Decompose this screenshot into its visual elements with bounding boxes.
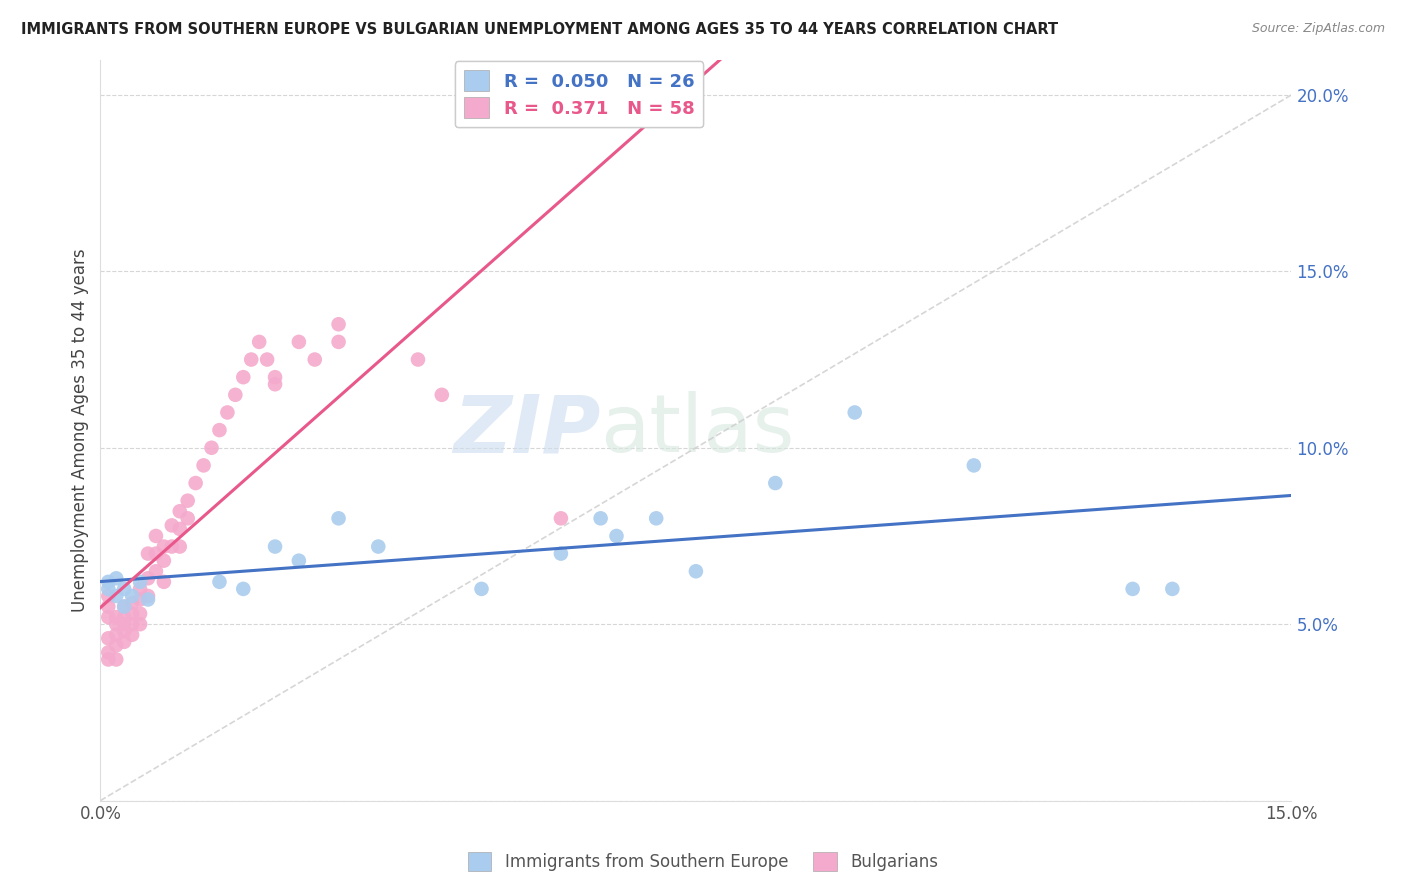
- Point: [105, 628, 128, 642]
- Point: [232, 370, 254, 384]
- Point: [184, 476, 207, 491]
- Point: [112, 610, 135, 624]
- Point: [112, 599, 135, 614]
- Point: [256, 352, 278, 367]
- Point: [193, 458, 215, 473]
- Point: [430, 388, 453, 402]
- Point: [121, 628, 143, 642]
- Point: [328, 318, 350, 332]
- Point: [112, 635, 135, 649]
- Point: [145, 564, 167, 578]
- Point: [763, 476, 786, 491]
- Point: [169, 522, 191, 536]
- Point: [685, 564, 707, 578]
- Point: [406, 352, 429, 367]
- Point: [136, 592, 159, 607]
- Point: [97, 652, 120, 666]
- Point: [328, 334, 350, 349]
- Point: [169, 504, 191, 518]
- Y-axis label: Unemployment Among Ages 35 to 44 years: Unemployment Among Ages 35 to 44 years: [72, 248, 89, 612]
- Point: [240, 352, 263, 367]
- Text: IMMIGRANTS FROM SOUTHERN EUROPE VS BULGARIAN UNEMPLOYMENT AMONG AGES 35 TO 44 YE: IMMIGRANTS FROM SOUTHERN EUROPE VS BULGA…: [21, 22, 1059, 37]
- Point: [105, 610, 128, 624]
- Point: [105, 571, 128, 585]
- Point: [112, 582, 135, 596]
- Point: [1161, 582, 1184, 596]
- Point: [105, 617, 128, 632]
- Point: [288, 554, 311, 568]
- Point: [550, 511, 572, 525]
- Point: [217, 405, 239, 419]
- Point: [105, 638, 128, 652]
- Point: [97, 610, 120, 624]
- Point: [605, 529, 627, 543]
- Point: [589, 511, 612, 525]
- Point: [288, 334, 311, 349]
- Point: [145, 529, 167, 543]
- Point: [1122, 582, 1144, 596]
- Point: [97, 582, 120, 596]
- Point: [105, 589, 128, 603]
- Point: [97, 645, 120, 659]
- Point: [145, 547, 167, 561]
- Point: [136, 571, 159, 585]
- Point: [112, 617, 135, 632]
- Point: [97, 589, 120, 603]
- Point: [105, 652, 128, 666]
- Point: [304, 352, 326, 367]
- Point: [176, 493, 198, 508]
- Point: [160, 540, 183, 554]
- Text: ZIP: ZIP: [453, 391, 600, 469]
- Point: [176, 511, 198, 525]
- Point: [550, 547, 572, 561]
- Point: [129, 607, 152, 621]
- Point: [264, 370, 287, 384]
- Point: [112, 599, 135, 614]
- Point: [200, 441, 222, 455]
- Point: [844, 405, 866, 419]
- Point: [264, 377, 287, 392]
- Text: Source: ZipAtlas.com: Source: ZipAtlas.com: [1251, 22, 1385, 36]
- Point: [129, 574, 152, 589]
- Point: [232, 582, 254, 596]
- Point: [224, 388, 246, 402]
- Point: [136, 547, 159, 561]
- Point: [153, 574, 176, 589]
- Point: [112, 624, 135, 639]
- Point: [129, 617, 152, 632]
- Point: [645, 511, 668, 525]
- Point: [121, 607, 143, 621]
- Point: [169, 540, 191, 554]
- Point: [470, 582, 492, 596]
- Point: [97, 574, 120, 589]
- Text: atlas: atlas: [600, 391, 794, 469]
- Point: [121, 617, 143, 632]
- Point: [367, 540, 389, 554]
- Point: [136, 589, 159, 603]
- Point: [129, 592, 152, 607]
- Point: [160, 518, 183, 533]
- Point: [153, 540, 176, 554]
- Point: [97, 632, 120, 646]
- Point: [208, 423, 231, 437]
- Legend: R =  0.050   N = 26, R =  0.371   N = 58: R = 0.050 N = 26, R = 0.371 N = 58: [454, 62, 703, 128]
- Point: [153, 554, 176, 568]
- Point: [121, 589, 143, 603]
- Point: [129, 582, 152, 596]
- Point: [97, 599, 120, 614]
- Point: [328, 511, 350, 525]
- Point: [963, 458, 986, 473]
- Point: [208, 574, 231, 589]
- Legend: Immigrants from Southern Europe, Bulgarians: Immigrants from Southern Europe, Bulgari…: [460, 843, 946, 880]
- Point: [264, 540, 287, 554]
- Point: [247, 334, 270, 349]
- Point: [121, 596, 143, 610]
